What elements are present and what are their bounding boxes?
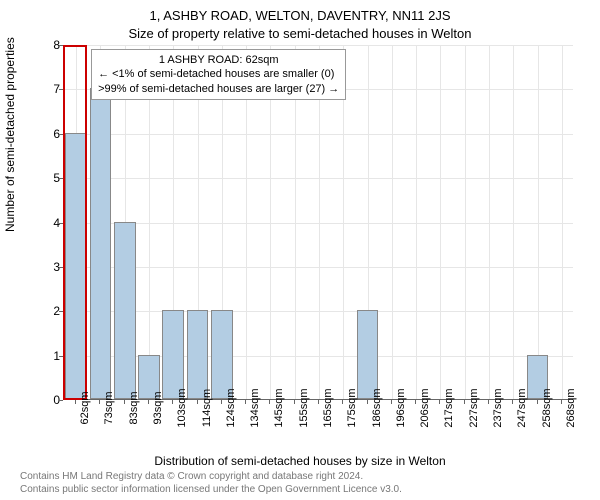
x-tick-label: 175sqm (346, 388, 358, 427)
y-tick-mark (59, 400, 63, 401)
x-tick-label: 247sqm (516, 388, 528, 427)
x-tick-label: 155sqm (298, 388, 310, 427)
x-tick-label: 62sqm (79, 391, 91, 424)
bar (357, 310, 379, 399)
x-tick-mark (75, 400, 76, 404)
x-tick-label: 114sqm (201, 389, 213, 427)
y-tick-label: 5 (40, 171, 60, 185)
footer-line1: Contains HM Land Registry data © Crown c… (20, 471, 402, 484)
y-tick-mark (59, 267, 63, 268)
y-tick-label: 7 (40, 82, 60, 96)
plot-area: 1 ASHBY ROAD: 62sqm ← <1% of semi-detach… (63, 45, 573, 400)
y-tick-label: 0 (40, 393, 60, 407)
highlight-box (63, 45, 87, 400)
grid-line-v (392, 45, 393, 399)
bar (114, 222, 136, 400)
y-tick-label: 6 (40, 127, 60, 141)
x-tick-mark (342, 400, 343, 404)
x-tick-mark (488, 400, 489, 404)
legend-box: 1 ASHBY ROAD: 62sqm ← <1% of semi-detach… (91, 49, 346, 100)
grid-line-v (416, 45, 417, 399)
legend-larger: >99% of semi-detached houses are larger … (98, 82, 339, 96)
x-tick-mark (294, 400, 295, 404)
x-tick-label: 196sqm (395, 388, 407, 427)
x-tick-mark (537, 400, 538, 404)
grid-line-v (465, 45, 466, 399)
chart-subtitle: Size of property relative to semi-detach… (0, 26, 600, 41)
x-tick-mark (124, 400, 125, 404)
x-tick-label: 83sqm (128, 391, 140, 424)
grid-line-v (440, 45, 441, 399)
x-tick-mark (269, 400, 270, 404)
bar (162, 310, 184, 399)
x-tick-mark (367, 400, 368, 404)
grid-line-v (513, 45, 514, 399)
x-tick-label: 186sqm (371, 388, 383, 427)
x-tick-mark (148, 400, 149, 404)
x-tick-mark (197, 400, 198, 404)
y-tick-label: 1 (40, 349, 60, 363)
x-tick-label: 73sqm (103, 391, 115, 424)
y-tick-mark (59, 311, 63, 312)
x-tick-mark (221, 400, 222, 404)
x-tick-label: 93sqm (152, 391, 164, 424)
footer: Contains HM Land Registry data © Crown c… (20, 471, 402, 496)
x-tick-label: 145sqm (273, 388, 285, 427)
x-tick-mark (415, 400, 416, 404)
x-tick-mark (391, 400, 392, 404)
x-tick-label: 227sqm (468, 388, 480, 427)
grid-line-v (538, 45, 539, 399)
bar (187, 310, 209, 399)
y-tick-mark (59, 45, 63, 46)
x-tick-mark (99, 400, 100, 404)
x-tick-mark (245, 400, 246, 404)
legend-title: 1 ASHBY ROAD: 62sqm (98, 53, 339, 67)
y-tick-label: 2 (40, 304, 60, 318)
x-tick-mark (172, 400, 173, 404)
legend-smaller: ← <1% of semi-detached houses are smalle… (98, 67, 339, 81)
x-tick-label: 206sqm (419, 388, 431, 427)
y-tick-mark (59, 356, 63, 357)
y-tick-label: 3 (40, 260, 60, 274)
x-axis-label: Distribution of semi-detached houses by … (0, 454, 600, 468)
x-tick-label: 217sqm (443, 388, 455, 427)
chart-container: 1, ASHBY ROAD, WELTON, DAVENTRY, NN11 2J… (0, 0, 600, 500)
x-tick-mark (561, 400, 562, 404)
y-axis-label: Number of semi-detached properties (3, 192, 17, 232)
x-tick-mark (318, 400, 319, 404)
grid-line-v (489, 45, 490, 399)
bar (90, 88, 112, 399)
x-tick-mark (464, 400, 465, 404)
bar (211, 310, 233, 399)
footer-line2: Contains public sector information licen… (20, 484, 402, 497)
chart-title: 1, ASHBY ROAD, WELTON, DAVENTRY, NN11 2J… (0, 8, 600, 23)
grid-line-v (562, 45, 563, 399)
x-tick-label: 165sqm (322, 388, 334, 427)
x-tick-mark (512, 400, 513, 404)
y-tick-mark (59, 134, 63, 135)
y-tick-mark (59, 89, 63, 90)
x-tick-label: 103sqm (176, 388, 188, 427)
x-tick-label: 134sqm (249, 388, 261, 427)
y-tick-mark (59, 178, 63, 179)
x-tick-label: 124sqm (225, 388, 237, 427)
y-tick-label: 4 (40, 216, 60, 230)
y-tick-label: 8 (40, 38, 60, 52)
x-tick-mark (439, 400, 440, 404)
x-tick-label: 268sqm (565, 388, 577, 427)
y-tick-mark (59, 223, 63, 224)
x-tick-label: 258sqm (541, 388, 553, 427)
x-tick-label: 237sqm (492, 388, 504, 427)
